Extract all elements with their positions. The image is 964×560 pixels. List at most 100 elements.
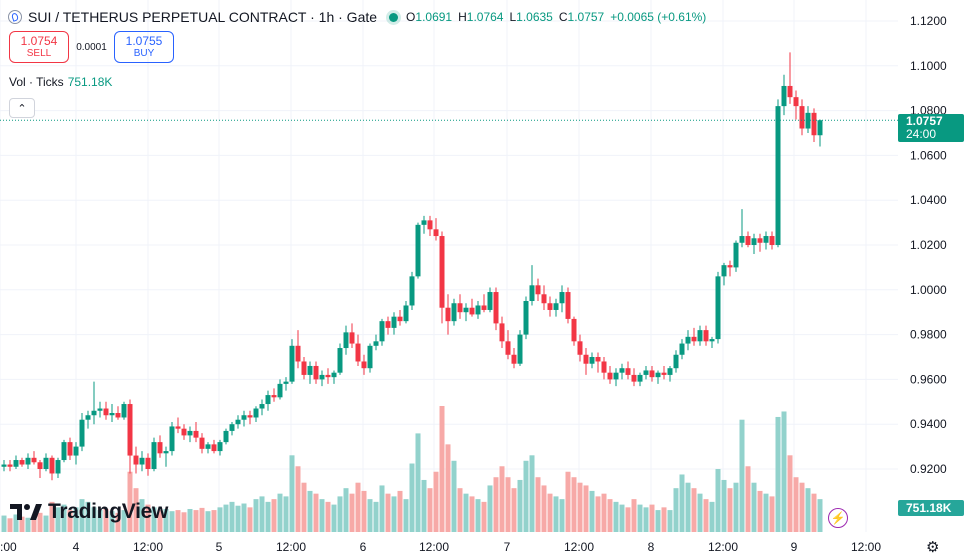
volume-bar: [49, 501, 55, 532]
open-value: 1.0691: [415, 10, 453, 24]
time-axis-label: 12:00: [564, 540, 594, 554]
volume-bar: [253, 499, 259, 532]
volume-bar: [241, 503, 247, 532]
volume-bar: [577, 482, 583, 532]
volume-bar: [799, 482, 805, 532]
volume-bar: [43, 515, 49, 532]
volume-bar: [637, 504, 643, 532]
volume-bar: [223, 504, 229, 532]
candle-body: [745, 236, 751, 245]
volume-bar: [805, 488, 811, 532]
candle-body: [85, 415, 91, 420]
volume-bar: [541, 485, 547, 532]
volume-bar: [199, 507, 205, 532]
volume-bar: [673, 488, 679, 532]
candle-body: [355, 343, 361, 362]
volume-bar: [385, 493, 391, 532]
volume-bar: [391, 496, 397, 532]
candle-body: [193, 430, 199, 438]
volume-bar: [793, 477, 799, 532]
volume-bar: [781, 411, 787, 532]
candle-body: [649, 370, 655, 378]
candle-body: [769, 236, 775, 245]
volume-bar: [733, 482, 739, 532]
candle-body: [67, 442, 73, 456]
candle-body: [349, 332, 355, 344]
candle-body: [721, 265, 727, 277]
volume-bar: [19, 516, 25, 532]
candle-body: [409, 276, 415, 306]
price-axis-label: 0.9200: [910, 462, 947, 476]
buy-button[interactable]: 1.0755 BUY: [114, 31, 174, 63]
collapse-legend-button[interactable]: ⌃: [9, 98, 35, 118]
sell-button[interactable]: 1.0754 SELL: [9, 31, 69, 63]
candle-body: [661, 372, 667, 375]
volume-legend[interactable]: Vol · Ticks 751.18K: [9, 75, 112, 89]
candle-body: [163, 451, 169, 454]
candle-body: [445, 307, 451, 322]
volume-bar: [619, 504, 625, 532]
time-axis-label: 7: [504, 540, 511, 554]
ohlc-values: O1.0691 H1.0764 L1.0635 C1.0757 +0.0065 …: [406, 10, 706, 24]
candle-body: [133, 455, 139, 465]
lightning-icon[interactable]: ⚡: [828, 508, 848, 528]
symbol-title[interactable]: SUI / TETHERUS PERPETUAL CONTRACT · 1h ·…: [28, 9, 378, 25]
volume-bar: [511, 488, 517, 532]
candle-body: [763, 236, 769, 243]
volume-bar: [469, 496, 475, 532]
candle-body: [697, 330, 703, 342]
volume-bar: [601, 493, 607, 532]
candle-body: [421, 220, 427, 225]
volume-bar: [499, 466, 505, 532]
price-axis-label: 1.1200: [910, 14, 947, 28]
candle-body: [655, 372, 661, 378]
candle-body: [607, 372, 613, 380]
volume-bar: [289, 455, 295, 532]
volume-bar: [301, 482, 307, 532]
close-label: C: [558, 10, 568, 24]
tradingview-logo[interactable]: TradingView: [10, 500, 168, 524]
volume-bar: [373, 501, 379, 532]
volume-bar: [169, 511, 175, 532]
bar-countdown: 24:00: [906, 127, 937, 141]
candle-body: [643, 370, 649, 375]
price-axis-label: 0.9800: [910, 328, 947, 342]
candle-body: [241, 415, 247, 420]
chevron-up-icon: ⌃: [17, 102, 27, 115]
candle-body: [121, 404, 127, 418]
candle-body: [271, 395, 277, 398]
candle-body: [157, 442, 163, 454]
volume-bar: [679, 474, 685, 532]
candle-body: [439, 236, 445, 308]
volume-bar: [565, 471, 571, 532]
volume-bar: [331, 504, 337, 532]
volume-bar: [379, 485, 385, 532]
candle-body: [505, 341, 511, 355]
candle-body: [391, 316, 397, 328]
volume-bar: [139, 499, 145, 532]
volume-bar: [319, 499, 325, 532]
volume-bar: [751, 482, 757, 532]
candle-body: [811, 112, 817, 136]
candle-body: [7, 464, 13, 467]
volume-bar: [115, 512, 121, 532]
volume-bar: [607, 499, 613, 532]
volume-bar: [445, 444, 451, 532]
candle-body: [529, 285, 535, 301]
volume-bar: [295, 466, 301, 532]
volume-bar: [229, 501, 235, 532]
candle-body: [109, 413, 115, 416]
candle-body: [787, 85, 793, 98]
gear-icon[interactable]: ⚙: [926, 539, 940, 556]
candle-body: [385, 321, 391, 328]
candle-body: [217, 442, 223, 452]
candle-body: [139, 457, 145, 465]
volume-bar: [121, 510, 127, 532]
close-value: 1.0757: [567, 10, 605, 24]
candle-body: [451, 303, 457, 322]
price-axis-label: 1.0400: [910, 193, 947, 207]
time-axis-label: 12:00: [851, 540, 881, 554]
volume-bar: [403, 499, 409, 532]
volume-bar: [259, 496, 265, 532]
